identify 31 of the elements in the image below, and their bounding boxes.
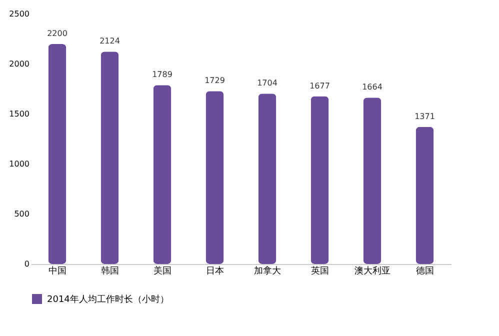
data-label: 2124	[100, 36, 120, 46]
bar	[258, 94, 276, 264]
data-label: 1664	[362, 82, 382, 92]
bar	[48, 44, 66, 264]
data-label: 1729	[204, 76, 225, 86]
y-tick-label: 2500	[9, 10, 30, 18]
bar	[206, 91, 224, 264]
bar	[100, 52, 119, 264]
bar	[153, 85, 172, 264]
data-label: 1789	[152, 70, 172, 80]
data-label: 1371	[414, 112, 435, 121]
y-tick-label: 500	[14, 210, 30, 218]
x-tick-label: 英国	[310, 266, 329, 276]
x-tick-label: 澳大利亚	[354, 266, 390, 276]
bar	[310, 96, 329, 264]
data-label: 1704	[257, 78, 278, 88]
data-label: 2200	[47, 29, 68, 38]
x-tick-label: 美国	[153, 266, 172, 276]
y-tick-label: 0	[24, 260, 30, 268]
x-tick-label: 中国	[48, 266, 66, 276]
y-tick-label: 2000	[9, 60, 30, 68]
x-tick-label: 日本	[206, 266, 224, 276]
legend-label: 2014年人均工作时长（小时）	[47, 294, 169, 305]
y-tick-label: 1500	[9, 110, 30, 118]
data-label: 1677	[310, 81, 330, 90]
y-tick-label: 1000	[9, 160, 30, 168]
bar	[363, 98, 382, 264]
bar	[416, 126, 434, 264]
x-tick-label: 韩国	[100, 266, 119, 276]
x-tick-label: 加拿大	[254, 266, 281, 276]
x-tick-label: 德国	[416, 266, 434, 276]
